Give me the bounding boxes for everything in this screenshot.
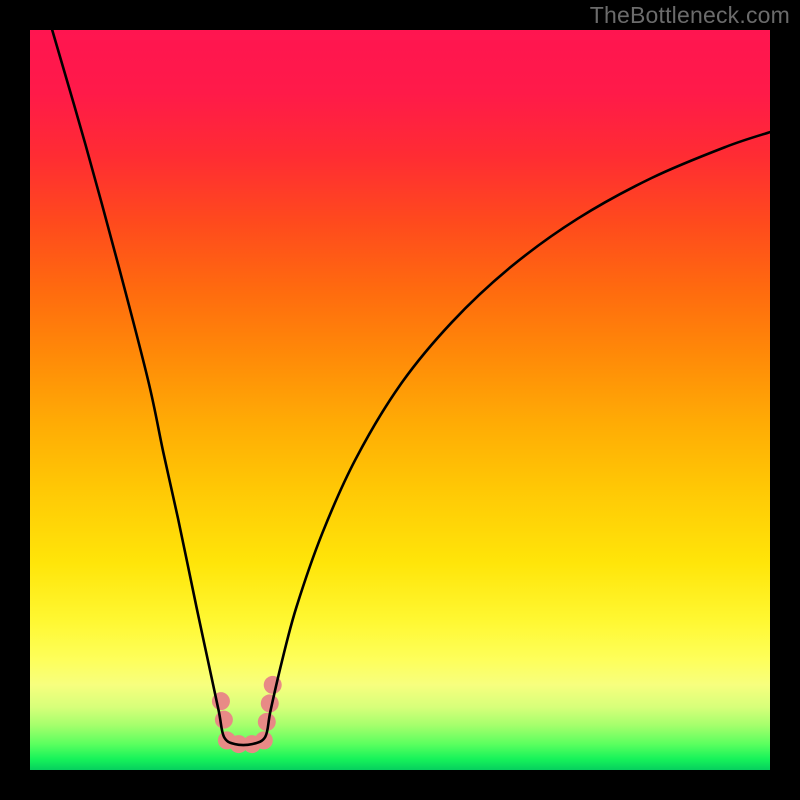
plot-background [30,30,770,770]
chart-stage: TheBottleneck.com [0,0,800,800]
watermark-text: TheBottleneck.com [590,2,790,29]
